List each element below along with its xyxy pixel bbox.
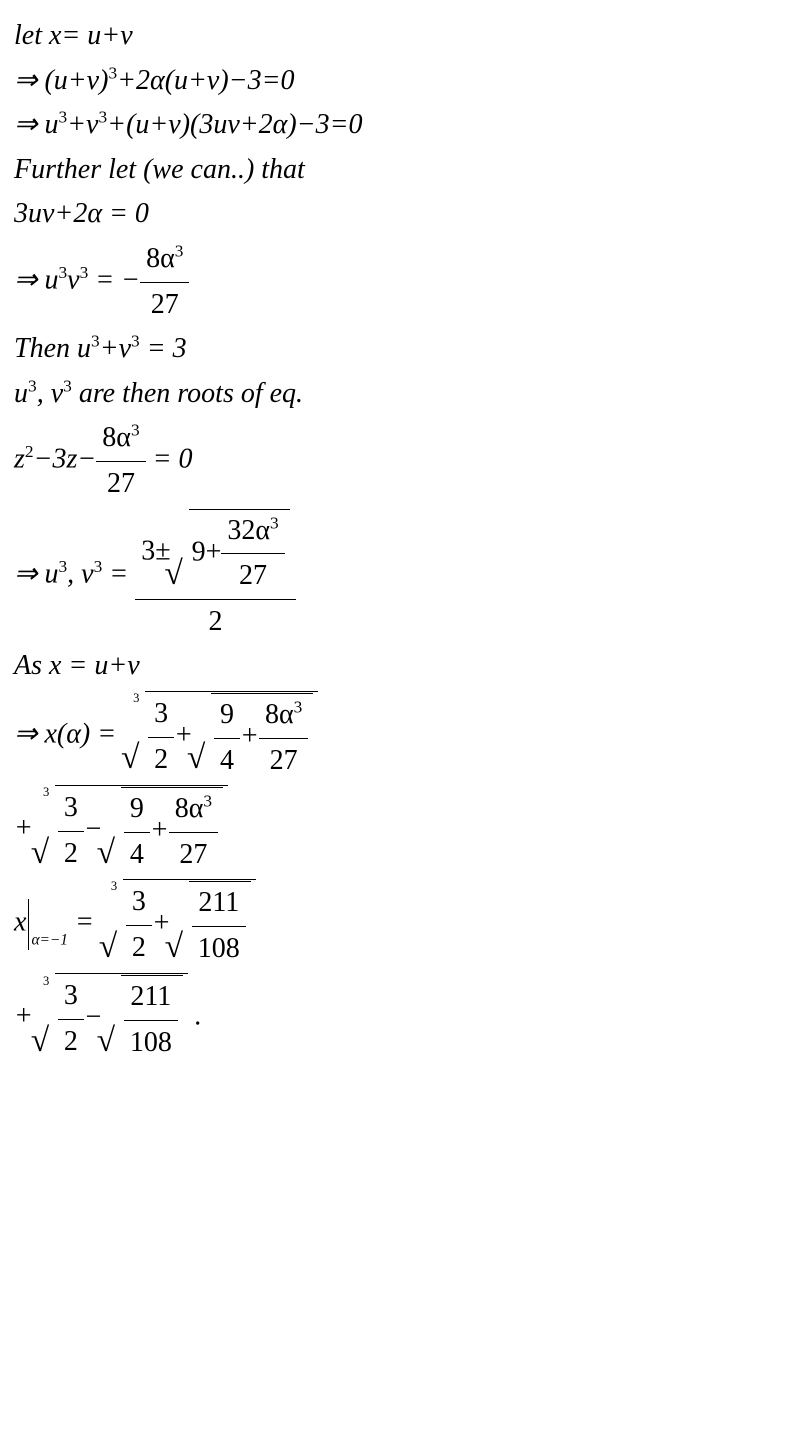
exp: 3 xyxy=(94,557,103,576)
den: 27 xyxy=(259,739,308,782)
t: = 3 xyxy=(140,333,187,364)
exp: 3 xyxy=(98,108,107,127)
t: −3z− xyxy=(34,444,97,475)
t: ⇒ u xyxy=(14,109,58,140)
t: Then u xyxy=(14,333,91,364)
exp: 3 xyxy=(175,242,184,261)
num: 32α xyxy=(227,515,270,546)
root-index: 3 xyxy=(43,783,49,801)
num: 3 xyxy=(126,882,152,926)
line-10: ⇒ u3, v3 = 3±9+32α3272 xyxy=(14,509,786,643)
t: +2α(u+v)−3=0 xyxy=(117,65,294,96)
t: 9 xyxy=(192,536,206,567)
line-14: x α=−1 = 332+211108 xyxy=(14,879,786,969)
t: +v xyxy=(100,333,131,364)
frac-8a3-27b: 8α3 27 xyxy=(96,418,145,504)
t: ⇒ x(α) = xyxy=(14,718,123,749)
num: 211 xyxy=(192,883,246,927)
num: 8α xyxy=(175,793,204,824)
t: , v xyxy=(67,558,93,589)
num: 9 xyxy=(124,789,150,833)
frac-8a3-27: 8α3 27 xyxy=(140,239,189,325)
t: = xyxy=(102,558,135,589)
frac-big: 3±9+32α3272 xyxy=(135,509,296,643)
den: 27 xyxy=(169,833,218,876)
num: 8α xyxy=(146,243,175,274)
den: 108 xyxy=(192,927,246,970)
num: 3 xyxy=(58,976,84,1020)
t: ⇒ (u+v) xyxy=(14,65,108,96)
t: are then roots of eq. xyxy=(72,378,303,409)
line-2: ⇒ (u+v)3+2α(u+v)−3=0 xyxy=(14,61,786,102)
t: ⇒ u xyxy=(14,558,58,589)
t: = − xyxy=(88,264,140,295)
line-1: let x= u+v xyxy=(14,16,786,57)
line-8: u3, v3 are then roots of eq. xyxy=(14,374,786,415)
exp: 3 xyxy=(58,263,67,282)
den: 2 xyxy=(58,1020,84,1063)
line-4: Further let (we can..) that xyxy=(14,150,786,191)
t: u xyxy=(14,378,28,409)
t: x xyxy=(14,907,26,938)
num: 8α xyxy=(265,699,294,730)
den: 27 xyxy=(96,462,145,505)
den: 27 xyxy=(140,283,189,326)
t: = xyxy=(68,907,101,938)
exp: 3 xyxy=(203,792,212,811)
den: 4 xyxy=(124,833,150,876)
t: z xyxy=(14,444,25,475)
t: = 0 xyxy=(146,444,193,475)
exp: 3 xyxy=(108,63,117,82)
line-6: ⇒ u3v3 = −8α327 xyxy=(14,239,786,325)
t: . xyxy=(188,1001,202,1032)
num: 9 xyxy=(214,695,240,739)
den: 4 xyxy=(214,739,240,782)
exp: 3 xyxy=(58,108,67,127)
exp: 3 xyxy=(294,698,303,717)
sub-alpha: α=−1 xyxy=(31,932,68,949)
cbrt-1: 332+94+8α327 xyxy=(145,691,318,781)
exp: 2 xyxy=(25,443,34,462)
eval-bar xyxy=(28,899,29,949)
t: +(u+v)(3uv+2α)−3=0 xyxy=(107,109,362,140)
exp: 3 xyxy=(131,332,140,351)
exp: 3 xyxy=(131,421,140,440)
t: ⇒ u xyxy=(14,264,58,295)
num: 3 xyxy=(148,694,174,738)
line-12: ⇒ x(α) = 332+94+8α327 xyxy=(14,691,786,781)
root-index: 3 xyxy=(133,689,139,707)
line-3: ⇒ u3+v3+(u+v)(3uv+2α)−3=0 xyxy=(14,105,786,146)
den: 27 xyxy=(221,554,284,597)
exp: 3 xyxy=(28,376,37,395)
t: v xyxy=(67,264,79,295)
den: 2 xyxy=(148,738,174,781)
line-13: +332−94+8α327 xyxy=(14,785,786,875)
root-index: 3 xyxy=(111,877,117,895)
num: 3 xyxy=(58,788,84,832)
exp: 3 xyxy=(270,513,279,532)
num: 211 xyxy=(124,977,178,1021)
exp: 3 xyxy=(80,263,89,282)
line-11: As x = u+v xyxy=(14,646,786,687)
cbrt-4: 332−211108 xyxy=(55,973,188,1063)
exp: 3 xyxy=(58,557,67,576)
line-9: z2−3z−8α3 27 = 0 xyxy=(14,418,786,504)
exp: 3 xyxy=(63,376,72,395)
line-15: +332−211108 . xyxy=(14,973,786,1063)
exp: 3 xyxy=(91,332,100,351)
den: 2 xyxy=(135,600,296,643)
root-index: 3 xyxy=(43,972,49,990)
line-7: Then u3+v3 = 3 xyxy=(14,329,786,370)
cbrt-3: 332+211108 xyxy=(123,879,256,969)
num: 8α xyxy=(102,422,131,453)
den: 2 xyxy=(126,926,152,969)
den: 108 xyxy=(124,1021,178,1064)
line-5: 3uv+2α = 0 xyxy=(14,194,786,235)
den: 2 xyxy=(58,832,84,875)
t: +v xyxy=(67,109,98,140)
t: , v xyxy=(37,378,63,409)
cbrt-2: 332−94+8α327 xyxy=(55,785,228,875)
